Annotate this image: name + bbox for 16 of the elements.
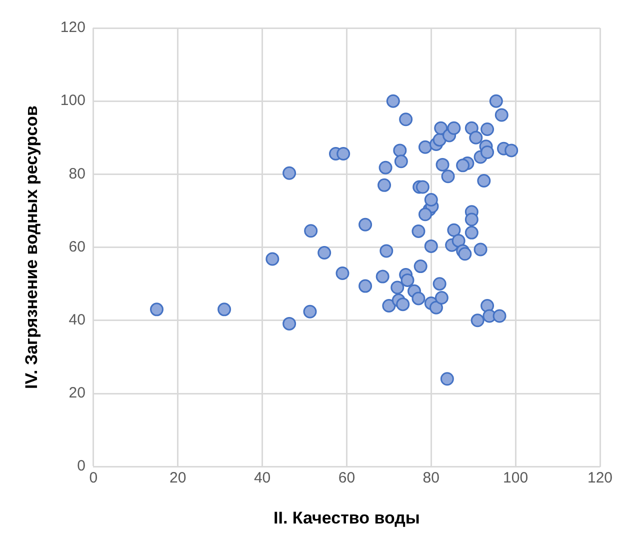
- x-tick-label: 40: [254, 470, 271, 487]
- x-tick-label: 20: [170, 470, 186, 487]
- x-axis-title: II. Качество воды: [274, 508, 420, 528]
- y-tick-label: 0: [77, 458, 86, 475]
- x-tick-label: 60: [338, 470, 356, 487]
- x-tick-label: 0: [89, 470, 98, 487]
- y-tick-label: 20: [68, 384, 86, 402]
- x-tick-label: 100: [503, 470, 528, 487]
- y-tick-label: 80: [68, 165, 86, 182]
- y-tick-label: 60: [68, 238, 86, 256]
- y-tick-label: 40: [68, 312, 86, 329]
- x-tick-label: 120: [587, 470, 613, 487]
- y-tick-label: 100: [60, 92, 86, 110]
- x-tick-label: 80: [422, 470, 440, 487]
- y-tick-label: 120: [60, 19, 86, 36]
- y-axis-title: IV. Загрязнение водных ресурсов: [22, 106, 41, 390]
